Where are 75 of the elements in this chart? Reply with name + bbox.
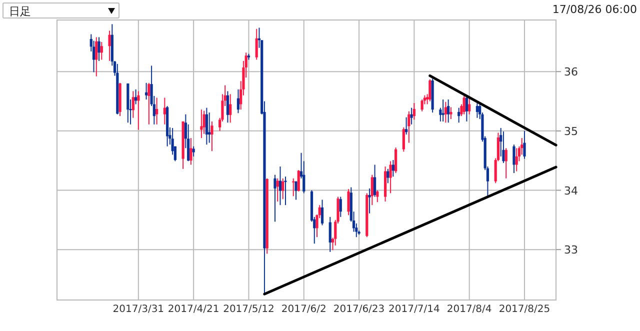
candlestick	[420, 98, 424, 112]
candlestick	[339, 196, 342, 218]
candlestick	[292, 178, 295, 197]
candlestick	[134, 88, 138, 105]
candlestick	[278, 166, 282, 206]
candlestick	[476, 102, 479, 118]
candlestick	[408, 110, 410, 144]
candlestick	[462, 95, 466, 115]
candlestick	[205, 107, 208, 146]
candlestick	[504, 148, 508, 179]
candlestick	[428, 78, 432, 102]
candlestick	[297, 170, 300, 192]
candlestick	[458, 107, 460, 124]
x-tick-label: 2017/8/4	[446, 304, 492, 315]
x-tick-label: 2017/6/23	[333, 304, 385, 315]
candlestick	[274, 174, 276, 222]
candlestick	[229, 94, 232, 124]
y-tick-label: 34	[564, 184, 578, 198]
candlestick	[294, 180, 298, 200]
candlestick	[512, 144, 516, 174]
candlestick	[255, 28, 258, 60]
candlestick	[208, 112, 211, 144]
candlestick	[100, 41, 103, 60]
candlestick	[523, 130, 526, 160]
candlestick	[394, 147, 398, 174]
candlestick	[402, 126, 405, 152]
candlestick	[368, 188, 371, 214]
x-tick-label: 2017/4/21	[168, 304, 220, 315]
candlestick	[373, 164, 376, 198]
x-tick-label: 2017/3/31	[112, 304, 164, 315]
candlestick	[95, 36, 98, 77]
candlestick	[386, 168, 390, 184]
candlestick	[410, 107, 413, 125]
text: 17/08/26 06:00	[552, 3, 637, 16]
candlestick	[163, 97, 166, 125]
candlestick	[328, 216, 332, 252]
candlestick	[226, 90, 230, 124]
candlestick	[450, 106, 452, 120]
candlestick	[465, 95, 468, 122]
candlestick	[468, 97, 471, 115]
candlestick	[405, 116, 408, 135]
candlestick	[376, 190, 379, 203]
x-tick-label: 2017/7/14	[388, 304, 440, 315]
candlestick	[98, 36, 100, 62]
candlestick	[515, 148, 518, 172]
x-tick-label: 2017/5/12	[223, 304, 274, 315]
candlestick	[284, 176, 287, 206]
candlestick	[282, 178, 284, 200]
candlestick	[444, 101, 447, 124]
text: 日足	[9, 5, 31, 18]
candlestick	[156, 97, 158, 125]
candlestick	[347, 188, 350, 216]
candlestick	[389, 160, 392, 194]
candlestick	[200, 109, 203, 139]
candlestick	[144, 82, 148, 100]
candlestick	[236, 88, 240, 114]
x-tick-label: 2017/6/2	[281, 304, 326, 315]
candlestick	[370, 174, 374, 206]
y-tick-label: 36	[564, 66, 578, 79]
candlestick	[320, 199, 324, 226]
candlestick	[392, 160, 394, 178]
candlestick	[202, 110, 206, 134]
candlestick	[108, 30, 111, 62]
candlestick	[132, 90, 134, 118]
x-tick-label: 2017/8/25	[498, 304, 550, 315]
candlestick	[447, 98, 450, 124]
candlestick	[502, 131, 505, 164]
candlestick	[210, 120, 214, 152]
candlestick	[442, 98, 444, 122]
candlestick	[412, 102, 416, 120]
y-tick-label: 33	[564, 244, 578, 257]
y-tick-label: 35	[564, 124, 578, 138]
candlestick	[192, 146, 195, 157]
candlestick	[190, 138, 192, 166]
candlestick	[148, 82, 150, 125]
